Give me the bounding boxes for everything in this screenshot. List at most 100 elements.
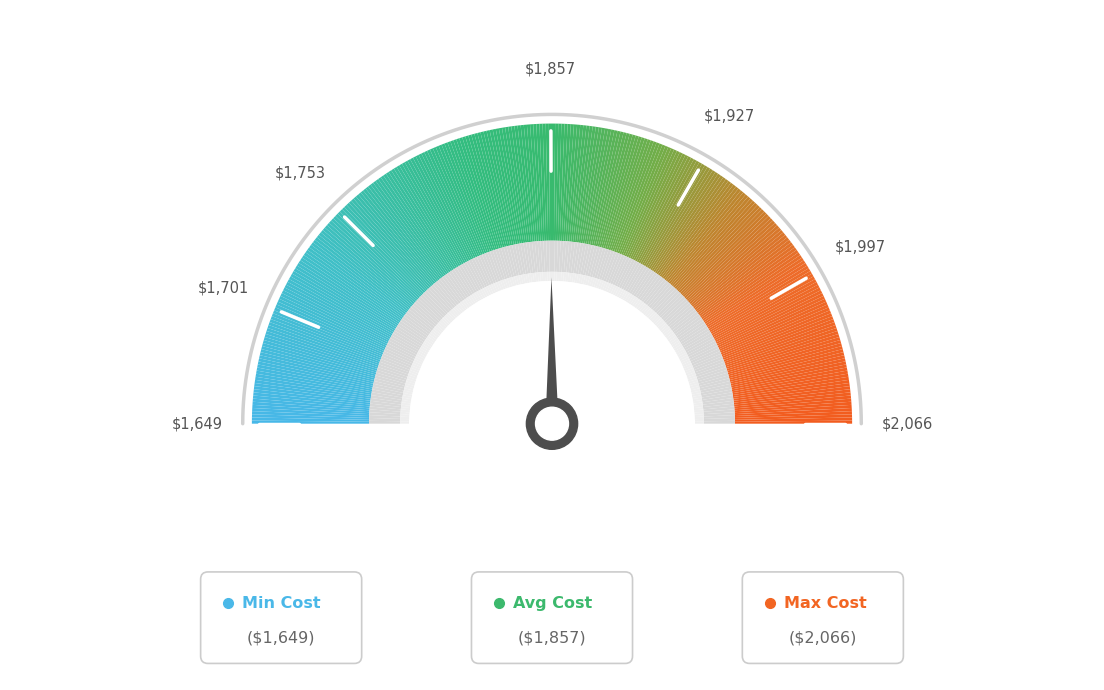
Text: $1,753: $1,753 bbox=[275, 166, 326, 181]
Wedge shape bbox=[689, 346, 719, 361]
Wedge shape bbox=[735, 414, 852, 420]
Wedge shape bbox=[415, 355, 425, 361]
Wedge shape bbox=[583, 128, 605, 244]
Wedge shape bbox=[704, 418, 735, 422]
Wedge shape bbox=[640, 161, 699, 264]
Wedge shape bbox=[492, 250, 505, 280]
Wedge shape bbox=[477, 132, 508, 246]
Wedge shape bbox=[439, 277, 460, 304]
Wedge shape bbox=[527, 124, 539, 241]
Wedge shape bbox=[680, 209, 764, 295]
Wedge shape bbox=[349, 201, 429, 289]
Text: $1,927: $1,927 bbox=[704, 109, 755, 124]
Wedge shape bbox=[678, 321, 705, 340]
Wedge shape bbox=[253, 395, 370, 408]
Wedge shape bbox=[694, 362, 725, 375]
Wedge shape bbox=[722, 313, 832, 358]
Wedge shape bbox=[658, 322, 666, 329]
Wedge shape bbox=[666, 303, 691, 325]
Wedge shape bbox=[734, 393, 851, 406]
Wedge shape bbox=[734, 389, 850, 404]
Wedge shape bbox=[425, 338, 434, 345]
Wedge shape bbox=[571, 125, 586, 242]
Wedge shape bbox=[445, 315, 453, 323]
Wedge shape bbox=[694, 419, 704, 422]
Wedge shape bbox=[489, 130, 516, 245]
Wedge shape bbox=[511, 126, 529, 242]
Wedge shape bbox=[443, 316, 452, 324]
Wedge shape bbox=[256, 371, 372, 393]
Wedge shape bbox=[696, 364, 726, 377]
Wedge shape bbox=[701, 389, 732, 397]
Wedge shape bbox=[262, 346, 375, 378]
Wedge shape bbox=[594, 132, 624, 246]
Wedge shape bbox=[258, 362, 373, 388]
Wedge shape bbox=[509, 245, 519, 276]
Wedge shape bbox=[561, 272, 564, 282]
Wedge shape bbox=[606, 253, 619, 282]
Wedge shape bbox=[691, 351, 721, 366]
Wedge shape bbox=[665, 331, 673, 338]
Wedge shape bbox=[689, 343, 718, 359]
Wedge shape bbox=[660, 325, 669, 333]
Wedge shape bbox=[617, 288, 623, 297]
Wedge shape bbox=[370, 401, 401, 407]
Wedge shape bbox=[473, 293, 479, 302]
Wedge shape bbox=[315, 237, 408, 311]
Wedge shape bbox=[361, 190, 437, 283]
Wedge shape bbox=[438, 322, 446, 329]
Wedge shape bbox=[730, 355, 845, 384]
Wedge shape bbox=[590, 277, 594, 286]
Wedge shape bbox=[263, 340, 376, 375]
Wedge shape bbox=[347, 203, 428, 290]
Wedge shape bbox=[698, 373, 729, 384]
Wedge shape bbox=[538, 241, 542, 273]
Wedge shape bbox=[505, 279, 510, 288]
Wedge shape bbox=[611, 139, 650, 251]
Wedge shape bbox=[446, 313, 454, 321]
Wedge shape bbox=[475, 133, 507, 247]
Wedge shape bbox=[404, 314, 431, 335]
Wedge shape bbox=[253, 402, 370, 412]
Wedge shape bbox=[297, 263, 397, 327]
Wedge shape bbox=[680, 357, 689, 363]
Wedge shape bbox=[514, 276, 519, 286]
Wedge shape bbox=[587, 277, 592, 286]
Wedge shape bbox=[731, 362, 846, 388]
Wedge shape bbox=[482, 253, 496, 284]
Wedge shape bbox=[681, 359, 690, 365]
Wedge shape bbox=[405, 382, 415, 386]
Wedge shape bbox=[262, 343, 375, 376]
Wedge shape bbox=[422, 344, 431, 351]
Wedge shape bbox=[428, 286, 452, 311]
Wedge shape bbox=[728, 340, 841, 375]
Wedge shape bbox=[373, 384, 404, 393]
Wedge shape bbox=[254, 386, 371, 403]
Wedge shape bbox=[720, 304, 829, 353]
Wedge shape bbox=[355, 195, 434, 285]
Wedge shape bbox=[363, 188, 438, 282]
Wedge shape bbox=[383, 174, 450, 273]
Wedge shape bbox=[471, 258, 487, 287]
Wedge shape bbox=[416, 298, 442, 322]
Wedge shape bbox=[410, 368, 420, 373]
Wedge shape bbox=[401, 412, 410, 415]
Wedge shape bbox=[623, 292, 629, 301]
Wedge shape bbox=[673, 344, 682, 351]
Wedge shape bbox=[661, 183, 733, 278]
Wedge shape bbox=[406, 377, 416, 382]
Wedge shape bbox=[619, 289, 625, 299]
Wedge shape bbox=[716, 293, 824, 346]
Wedge shape bbox=[694, 359, 724, 372]
Wedge shape bbox=[369, 421, 400, 424]
Wedge shape bbox=[252, 408, 369, 416]
Bar bbox=[410, 420, 694, 533]
Wedge shape bbox=[420, 346, 429, 353]
Text: ($1,857): ($1,857) bbox=[518, 630, 586, 645]
Wedge shape bbox=[510, 277, 514, 286]
Wedge shape bbox=[634, 155, 688, 261]
Wedge shape bbox=[407, 159, 466, 264]
Wedge shape bbox=[622, 146, 668, 255]
Wedge shape bbox=[693, 356, 723, 370]
Wedge shape bbox=[319, 233, 411, 308]
